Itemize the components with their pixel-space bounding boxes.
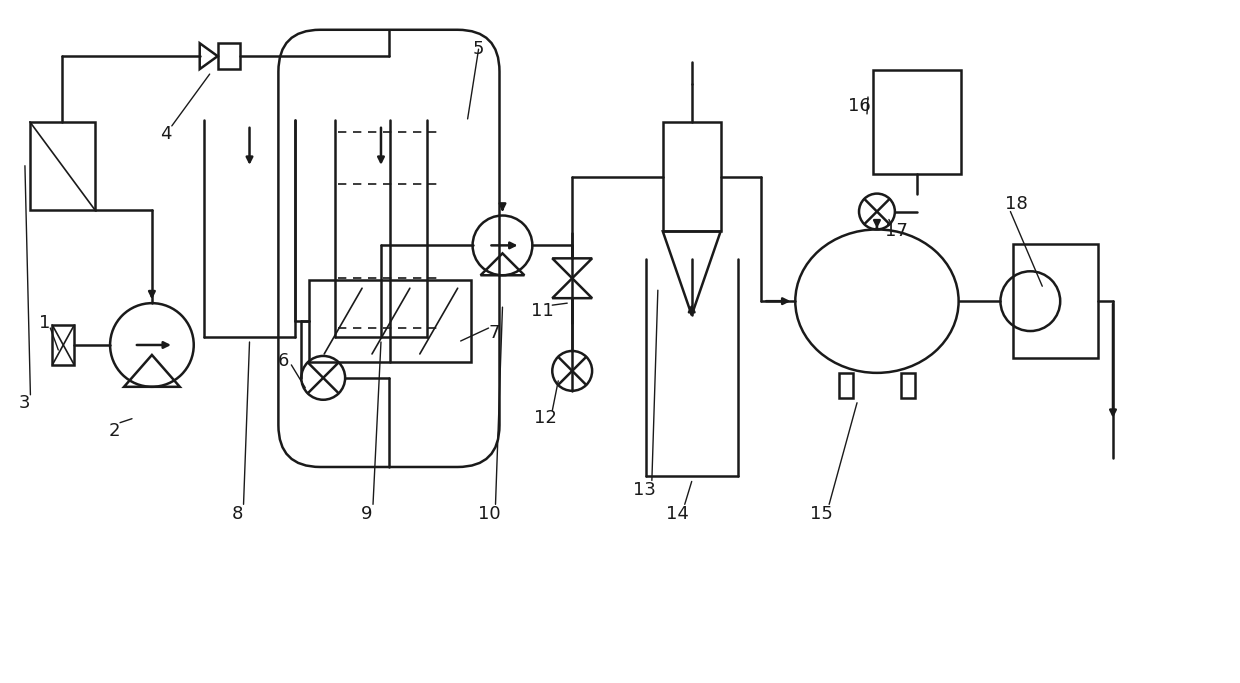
- Bar: [30, 122, 94, 210]
- Bar: [52, 325, 74, 365]
- Text: 11: 11: [531, 302, 554, 320]
- Bar: [839, 373, 853, 398]
- Text: 6: 6: [278, 352, 289, 370]
- Bar: [663, 122, 720, 232]
- Text: 4: 4: [160, 125, 171, 143]
- Text: 10: 10: [479, 505, 501, 523]
- Bar: [873, 70, 961, 174]
- Text: 15: 15: [810, 505, 832, 523]
- Text: 3: 3: [19, 394, 30, 412]
- Bar: [1013, 245, 1099, 358]
- Text: 18: 18: [1004, 195, 1028, 212]
- Text: 14: 14: [666, 505, 689, 523]
- Text: 13: 13: [634, 482, 656, 499]
- Text: 7: 7: [489, 324, 500, 342]
- Bar: [309, 280, 471, 362]
- Text: 9: 9: [361, 505, 373, 523]
- Text: 2: 2: [108, 421, 120, 440]
- Text: 1: 1: [38, 314, 50, 332]
- Text: 12: 12: [534, 408, 557, 427]
- Text: 17: 17: [885, 223, 909, 240]
- Text: 8: 8: [232, 505, 243, 523]
- Text: 16: 16: [848, 97, 870, 115]
- Bar: [900, 373, 915, 398]
- Bar: [218, 43, 239, 69]
- Text: 5: 5: [472, 40, 485, 58]
